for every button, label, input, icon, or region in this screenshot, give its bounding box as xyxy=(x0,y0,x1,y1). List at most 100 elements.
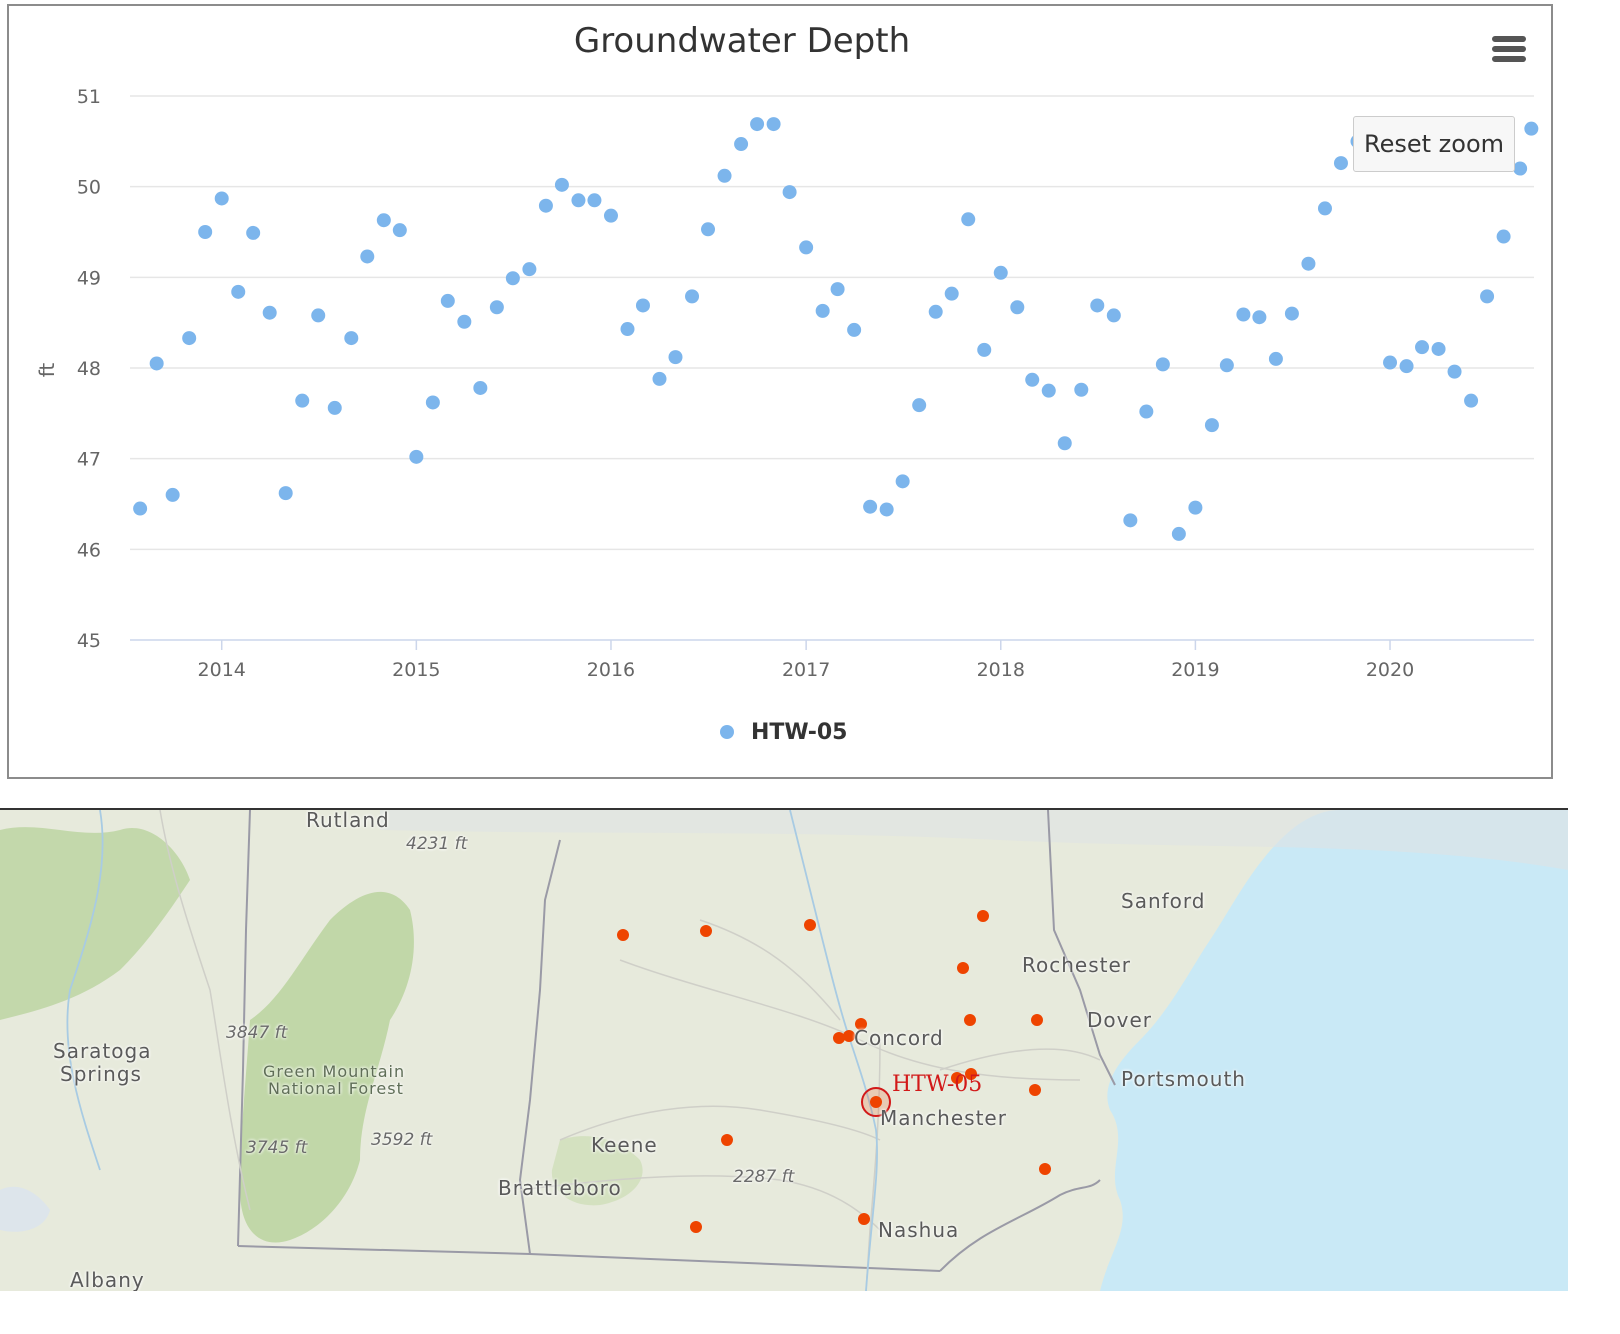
data-point[interactable] xyxy=(830,282,845,297)
station-marker[interactable] xyxy=(965,1068,977,1080)
station-marker[interactable] xyxy=(843,1030,855,1042)
data-point[interactable] xyxy=(133,501,148,516)
data-point[interactable] xyxy=(717,168,732,183)
station-marker[interactable] xyxy=(855,1018,867,1030)
data-point[interactable] xyxy=(1301,256,1316,271)
station-marker[interactable] xyxy=(804,919,816,931)
data-point[interactable] xyxy=(847,322,862,337)
legend[interactable]: HTW-05 xyxy=(720,720,847,745)
station-marker[interactable] xyxy=(690,1221,702,1233)
data-point[interactable] xyxy=(1204,418,1219,433)
data-point[interactable] xyxy=(701,222,716,237)
data-point[interactable] xyxy=(587,193,602,208)
data-point[interactable] xyxy=(1480,289,1495,304)
data-point[interactable] xyxy=(799,240,814,255)
data-point[interactable] xyxy=(1041,383,1056,398)
data-point[interactable] xyxy=(1188,500,1203,515)
data-point[interactable] xyxy=(554,177,569,192)
data-point[interactable] xyxy=(214,191,229,206)
data-point[interactable] xyxy=(1317,201,1332,216)
data-point[interactable] xyxy=(1464,393,1479,408)
data-point[interactable] xyxy=(685,289,700,304)
station-marker[interactable] xyxy=(964,1014,976,1026)
data-point[interactable] xyxy=(750,117,765,132)
data-point[interactable] xyxy=(1236,307,1251,322)
data-point[interactable] xyxy=(1399,359,1414,374)
data-point[interactable] xyxy=(311,308,326,323)
data-point[interactable] xyxy=(1284,306,1299,321)
map-panel[interactable]: Rutland 4231 ft Sanford Rochester Dover … xyxy=(0,810,1568,1291)
data-point[interactable] xyxy=(1513,161,1528,176)
data-point[interactable] xyxy=(993,265,1008,280)
data-point[interactable] xyxy=(766,117,781,132)
data-point[interactable] xyxy=(457,314,472,329)
data-point[interactable] xyxy=(1025,372,1040,387)
data-point[interactable] xyxy=(1219,358,1234,373)
data-point[interactable] xyxy=(879,502,894,517)
data-point[interactable] xyxy=(246,225,261,240)
data-point[interactable] xyxy=(1123,513,1138,528)
data-point[interactable] xyxy=(1252,310,1267,325)
data-point[interactable] xyxy=(505,271,520,286)
data-point[interactable] xyxy=(1268,351,1283,366)
station-marker[interactable] xyxy=(858,1213,870,1225)
station-marker[interactable] xyxy=(1039,1163,1051,1175)
data-point[interactable] xyxy=(278,486,293,501)
data-point[interactable] xyxy=(1447,364,1462,379)
station-marker[interactable] xyxy=(1029,1084,1041,1096)
selected-station-marker[interactable] xyxy=(870,1096,882,1108)
reset-zoom-button[interactable]: Reset zoom xyxy=(1353,116,1515,172)
data-point[interactable] xyxy=(1431,341,1446,356)
data-point[interactable] xyxy=(1057,436,1072,451)
data-point[interactable] xyxy=(635,298,650,313)
data-point[interactable] xyxy=(782,185,797,200)
data-point[interactable] xyxy=(1139,404,1154,419)
data-point[interactable] xyxy=(327,400,342,415)
data-point[interactable] xyxy=(944,286,959,301)
data-point[interactable] xyxy=(231,284,246,299)
data-point[interactable] xyxy=(360,249,375,264)
data-point[interactable] xyxy=(815,303,830,318)
data-point[interactable] xyxy=(1415,340,1430,355)
data-point[interactable] xyxy=(262,305,277,320)
data-point[interactable] xyxy=(522,262,537,277)
station-marker[interactable] xyxy=(977,910,989,922)
station-marker[interactable] xyxy=(957,962,969,974)
data-point[interactable] xyxy=(473,380,488,395)
data-point[interactable] xyxy=(961,212,976,227)
station-marker[interactable] xyxy=(721,1134,733,1146)
data-point[interactable] xyxy=(425,395,440,410)
data-point[interactable] xyxy=(895,474,910,489)
data-point[interactable] xyxy=(409,449,424,464)
data-point[interactable] xyxy=(734,137,749,152)
station-marker[interactable] xyxy=(617,929,629,941)
data-point[interactable] xyxy=(149,356,164,371)
data-point[interactable] xyxy=(1010,300,1025,315)
data-point[interactable] xyxy=(1496,229,1511,244)
data-point[interactable] xyxy=(652,371,667,386)
station-marker[interactable] xyxy=(700,925,712,937)
data-point[interactable] xyxy=(1074,382,1089,397)
data-point[interactable] xyxy=(1106,308,1121,323)
data-point[interactable] xyxy=(620,322,635,337)
data-point[interactable] xyxy=(1524,121,1539,136)
data-point[interactable] xyxy=(165,487,180,502)
data-point[interactable] xyxy=(392,223,407,238)
data-point[interactable] xyxy=(668,350,683,365)
data-point[interactable] xyxy=(1383,355,1398,370)
station-marker[interactable] xyxy=(951,1072,963,1084)
data-point[interactable] xyxy=(198,225,213,239)
data-point[interactable] xyxy=(928,304,943,319)
data-point[interactable] xyxy=(295,393,310,408)
data-point[interactable] xyxy=(863,499,878,514)
hamburger-menu-icon[interactable] xyxy=(1489,34,1529,68)
data-point[interactable] xyxy=(440,293,455,308)
data-point[interactable] xyxy=(344,331,359,346)
data-point[interactable] xyxy=(1155,357,1170,372)
data-point[interactable] xyxy=(912,398,927,413)
data-point[interactable] xyxy=(376,213,391,228)
station-marker[interactable] xyxy=(1031,1014,1043,1026)
station-marker[interactable] xyxy=(833,1032,845,1044)
data-point[interactable] xyxy=(182,331,197,346)
data-point[interactable] xyxy=(489,300,504,315)
